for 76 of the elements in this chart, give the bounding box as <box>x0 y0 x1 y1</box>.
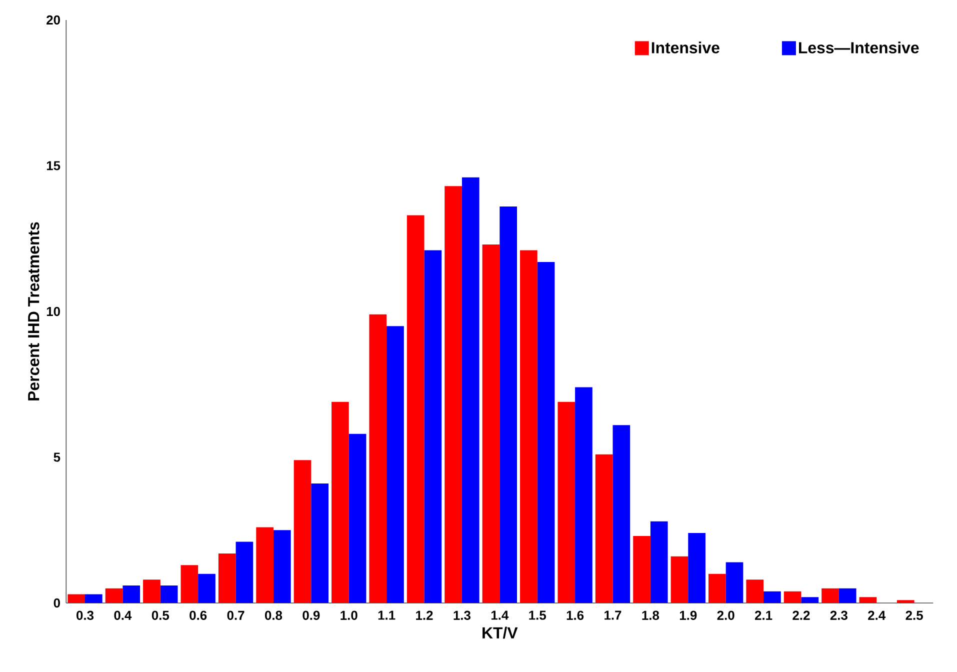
bar <box>784 591 802 603</box>
x-tick-label: 1.4 <box>491 610 509 620</box>
x-tick-label: 2.3 <box>830 610 848 620</box>
x-tick-label: 2.1 <box>754 610 772 620</box>
bar <box>670 556 688 603</box>
bar <box>558 402 576 603</box>
bar <box>520 250 538 603</box>
x-tick-label: 1.6 <box>566 610 584 620</box>
x-tick-label: 0.3 <box>76 610 94 620</box>
bar <box>332 402 349 603</box>
bar <box>537 262 555 603</box>
bar <box>859 597 877 603</box>
x-tick-label: 1.0 <box>340 610 358 620</box>
bar <box>896 600 914 603</box>
x-tick-label: 2.4 <box>868 610 886 620</box>
x-tick-label: 2.0 <box>717 610 734 620</box>
x-tick-label: 1.9 <box>680 610 697 620</box>
bar <box>68 594 85 603</box>
x-tick-label: 2.5 <box>906 610 923 620</box>
bar <box>160 586 178 603</box>
bar <box>650 521 668 603</box>
y-axis-title: Percent IHD Treatments <box>28 222 40 400</box>
bar <box>822 588 839 603</box>
x-tick-label: 1.5 <box>529 610 546 620</box>
x-tick-label: 1.7 <box>604 610 622 620</box>
y-tick-label: 0 <box>54 598 60 608</box>
bar <box>311 483 329 603</box>
bar <box>424 250 442 603</box>
bar <box>482 244 500 603</box>
bar <box>500 206 517 603</box>
bar <box>348 434 366 603</box>
bar <box>143 580 160 603</box>
bar <box>273 530 291 603</box>
bar <box>294 460 312 603</box>
legend-label: Less—Intensive <box>799 42 919 54</box>
bar <box>218 553 236 603</box>
bar <box>575 387 592 603</box>
bar <box>764 591 781 603</box>
bar <box>105 588 123 603</box>
x-tick-label: 1.8 <box>642 610 660 620</box>
x-tick-label: 0.7 <box>227 610 244 620</box>
bar <box>688 533 706 603</box>
bar <box>633 536 650 603</box>
bar <box>406 215 424 603</box>
x-tick-label: 0.8 <box>264 610 282 620</box>
bar <box>386 326 404 603</box>
bar <box>462 177 480 603</box>
x-axis-title: KT/V <box>482 626 518 639</box>
bar <box>180 565 198 603</box>
x-tick-label: 0.5 <box>152 610 170 620</box>
y-tick-label: 20 <box>46 15 60 25</box>
x-tick-label: 1.3 <box>454 610 470 620</box>
y-tick-label: 15 <box>46 161 60 170</box>
x-tick-label: 0.4 <box>114 610 132 620</box>
bar <box>726 562 744 603</box>
y-tick-label: 10 <box>46 306 60 316</box>
x-tick-label: 2.2 <box>792 610 810 620</box>
bar <box>801 597 819 603</box>
bar <box>85 594 102 603</box>
bar <box>236 542 254 603</box>
x-tick-label: 1.1 <box>378 610 396 620</box>
bar <box>256 527 274 603</box>
x-tick-label: 1.2 <box>416 610 433 620</box>
bar <box>612 425 630 603</box>
bar <box>838 588 856 603</box>
bar <box>708 574 726 603</box>
legend-label: Intensive <box>652 42 720 54</box>
bar <box>444 186 462 603</box>
x-tick-label: 0.9 <box>302 610 320 620</box>
bar <box>122 586 140 603</box>
bar <box>746 580 764 603</box>
x-tick-label: 0.6 <box>190 610 207 620</box>
bar <box>198 574 216 603</box>
y-tick-label: 5 <box>54 452 60 462</box>
bar <box>369 314 387 603</box>
bar <box>595 454 613 603</box>
